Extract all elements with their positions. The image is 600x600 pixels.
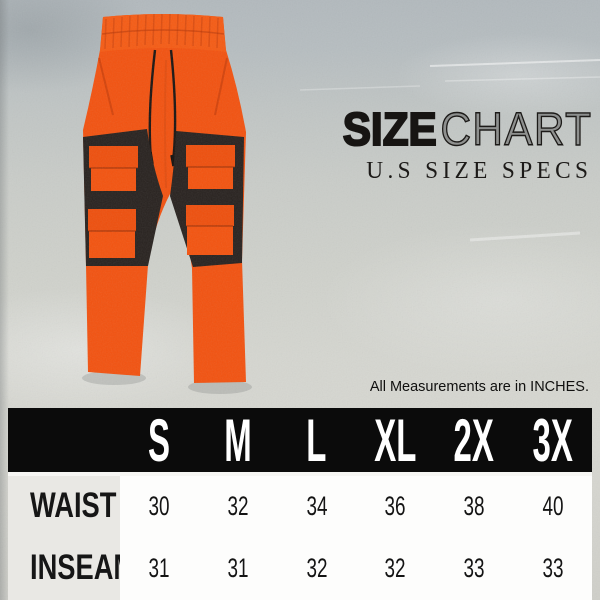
inseam-value-cell: 32 xyxy=(277,536,356,600)
size-column-header: L xyxy=(277,408,356,472)
inseam-value-cell: 32 xyxy=(355,536,435,600)
inseam-value: 31 xyxy=(227,552,249,583)
size-label: L xyxy=(306,408,327,472)
title-block: SIZECHART U.S SIZE SPECS xyxy=(321,103,592,185)
waist-value-cell: 38 xyxy=(434,472,514,536)
waist-value: 32 xyxy=(227,490,249,521)
units-note: All Measurements are in INCHES. xyxy=(369,379,589,395)
size-label: XL xyxy=(374,408,417,472)
size-label: 3X xyxy=(532,408,573,472)
inseam-value-cell: 33 xyxy=(434,536,514,600)
inseam-value: 33 xyxy=(463,552,485,583)
inseam-value-cell: 31 xyxy=(198,536,278,600)
size-column-header: 2X xyxy=(434,408,514,472)
header-cell-blank xyxy=(8,408,120,472)
page-title: SIZECHART xyxy=(341,103,592,155)
size-column-header: 3X xyxy=(513,408,592,472)
size-column-header: XL xyxy=(355,408,435,472)
title-word-chart: CHART xyxy=(439,103,592,155)
inseam-value: 32 xyxy=(384,552,406,583)
row-label-inseam: INSEAM xyxy=(8,536,120,600)
inseam-value: 33 xyxy=(542,552,564,583)
size-label: 2X xyxy=(453,408,495,472)
waist-value-cell: 32 xyxy=(198,472,278,536)
size-column-header: S xyxy=(120,408,199,472)
title-subtitle: U.S SIZE SPECS xyxy=(365,158,592,184)
size-label: S xyxy=(148,408,171,472)
size-label: M xyxy=(224,408,252,472)
waist-value-cell: 34 xyxy=(277,472,356,536)
inseam-value-cell: 31 xyxy=(120,536,199,600)
waist-value: 38 xyxy=(463,490,485,521)
size-table: S M L XL 2X 3X WAIST 30 32 34 36 38 40 I… xyxy=(8,408,592,600)
waist-value: 40 xyxy=(542,490,564,521)
inseam-value: 32 xyxy=(306,552,328,583)
inseam-value: 31 xyxy=(148,552,170,583)
waist-value-cell: 40 xyxy=(513,472,592,536)
title-word-size: SIZE xyxy=(341,103,437,155)
waist-value-cell: 36 xyxy=(355,472,435,536)
row-label-waist: WAIST xyxy=(8,472,120,536)
size-column-header: M xyxy=(198,408,278,472)
waist-value: 30 xyxy=(148,490,170,521)
waist-value: 34 xyxy=(306,490,328,521)
waist-value-cell: 30 xyxy=(120,472,199,536)
row-label-text: INSEAM xyxy=(30,548,120,587)
row-label-text: WAIST xyxy=(30,486,117,525)
inseam-value-cell: 33 xyxy=(513,536,592,600)
waist-value: 36 xyxy=(384,490,406,521)
